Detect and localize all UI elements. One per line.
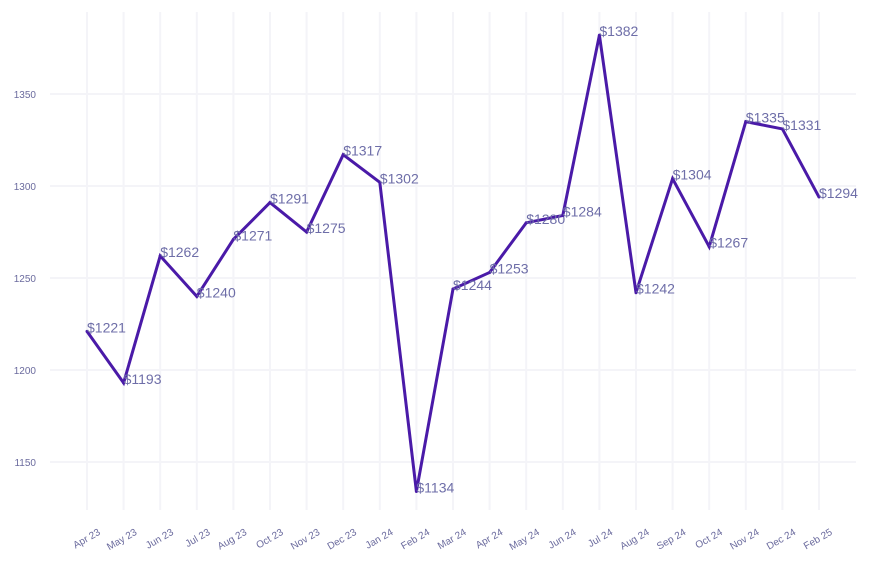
y-tick-label: 1250 — [14, 274, 37, 285]
data-point — [817, 195, 821, 199]
x-tick-label: Sep 24 — [655, 527, 688, 553]
x-tick-label: Jul 24 — [586, 527, 615, 550]
data-point — [744, 120, 748, 124]
data-label: $1284 — [563, 203, 602, 219]
data-label: $1331 — [782, 117, 821, 133]
data-label: $1253 — [490, 260, 529, 276]
data-point — [158, 254, 162, 258]
x-tick-label: Apr 24 — [474, 527, 505, 551]
data-point — [780, 127, 784, 131]
data-point — [451, 287, 455, 291]
x-tick-label: Nov 23 — [289, 527, 322, 553]
y-tick-label: 1350 — [14, 90, 37, 101]
x-tick-label: May 24 — [508, 527, 542, 553]
data-point — [488, 270, 492, 274]
data-label: $1244 — [453, 277, 492, 293]
data-label: $1242 — [636, 281, 675, 297]
x-tick-label: May 23 — [105, 527, 139, 553]
x-tick-label: Dec 24 — [765, 527, 798, 553]
x-tick-label: Jul 23 — [184, 527, 213, 550]
data-point — [634, 291, 638, 295]
data-label: $1335 — [746, 110, 785, 126]
x-tick-label: Jun 24 — [547, 527, 579, 552]
data-label: $1262 — [160, 244, 199, 260]
data-point — [561, 213, 565, 217]
data-label: $1304 — [673, 167, 712, 183]
data-label: $1275 — [307, 220, 346, 236]
x-tick-label: Jun 23 — [144, 527, 176, 552]
x-tick-label: Apr 23 — [71, 527, 102, 551]
data-label: $1280 — [526, 211, 565, 227]
y-tick-label: 1150 — [14, 458, 36, 469]
x-tick-label: Aug 24 — [619, 527, 652, 553]
y-tick-label: 1200 — [14, 366, 37, 377]
data-label: $1302 — [380, 170, 419, 186]
y-tick-label: 1300 — [14, 182, 37, 193]
data-label: $1193 — [124, 371, 162, 387]
x-tick-label: Feb 24 — [399, 527, 432, 552]
data-point — [378, 180, 382, 184]
x-tick-label: Dec 23 — [326, 527, 359, 553]
data-label: $1267 — [709, 235, 748, 251]
x-tick-label: Oct 23 — [254, 527, 285, 551]
data-point — [671, 177, 675, 181]
data-label: $1294 — [819, 185, 858, 201]
data-point — [268, 201, 272, 205]
data-point — [85, 329, 89, 333]
data-point — [341, 153, 345, 157]
x-tick-label: Feb 25 — [802, 527, 835, 552]
x-tick-label: Aug 23 — [216, 527, 249, 553]
data-label: $1271 — [233, 227, 272, 243]
x-tick-label: Jan 24 — [364, 527, 396, 552]
data-point — [414, 489, 418, 493]
data-point — [305, 230, 309, 234]
data-point — [524, 221, 528, 225]
data-point — [707, 245, 711, 249]
data-label: $1382 — [599, 23, 638, 39]
data-label: $1221 — [87, 319, 126, 335]
x-tick-label: Oct 24 — [694, 527, 725, 551]
x-tick-label: Nov 24 — [728, 527, 761, 553]
data-label: $1240 — [197, 284, 236, 300]
data-point — [195, 294, 199, 298]
data-label: $1134 — [416, 479, 454, 495]
data-label: $1291 — [270, 191, 309, 207]
data-point — [122, 381, 126, 385]
data-label: $1317 — [343, 143, 382, 159]
x-tick-label: Mar 24 — [436, 527, 469, 552]
data-point — [597, 33, 601, 37]
data-point — [231, 237, 235, 241]
